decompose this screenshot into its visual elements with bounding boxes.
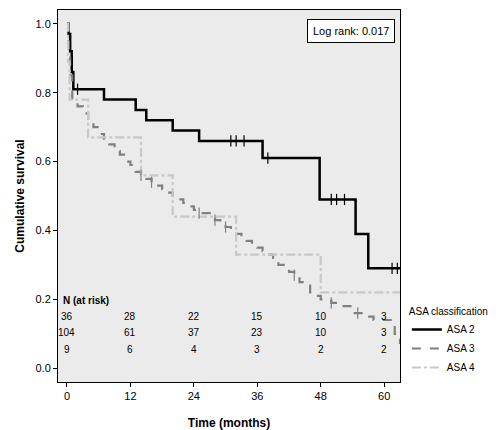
svg-text:ASA 4: ASA 4 [447, 362, 475, 373]
svg-text:61: 61 [124, 327, 136, 338]
svg-text:24: 24 [188, 390, 200, 402]
svg-text:N (at risk): N (at risk) [63, 295, 109, 306]
svg-text:36: 36 [251, 390, 263, 402]
svg-text:28: 28 [124, 311, 136, 322]
svg-text:22: 22 [188, 311, 200, 322]
svg-text:0: 0 [64, 390, 70, 402]
svg-text:3: 3 [381, 311, 387, 322]
svg-text:0.2: 0.2 [36, 293, 51, 305]
svg-text:ASA 3: ASA 3 [447, 343, 475, 354]
svg-text:ASA 2: ASA 2 [447, 324, 475, 335]
svg-text:Time (months): Time (months) [188, 416, 270, 430]
svg-text:Cumulative survival: Cumulative survival [13, 139, 27, 252]
svg-text:12: 12 [124, 390, 136, 402]
svg-text:60: 60 [378, 390, 390, 402]
svg-text:0.0: 0.0 [36, 362, 51, 374]
svg-text:10: 10 [315, 327, 327, 338]
svg-text:0.6: 0.6 [36, 155, 51, 167]
svg-text:2: 2 [318, 344, 324, 355]
svg-text:104: 104 [58, 327, 75, 338]
svg-text:ASA classification: ASA classification [409, 306, 488, 317]
svg-text:1.0: 1.0 [36, 18, 51, 30]
svg-text:10: 10 [315, 311, 327, 322]
svg-text:Log rank: 0.017: Log rank: 0.017 [313, 25, 389, 37]
svg-text:36: 36 [61, 311, 73, 322]
svg-text:2: 2 [381, 344, 387, 355]
svg-text:37: 37 [188, 327, 200, 338]
svg-text:15: 15 [251, 311, 263, 322]
svg-text:9: 9 [64, 344, 70, 355]
svg-text:3: 3 [381, 327, 387, 338]
svg-text:6: 6 [127, 344, 133, 355]
svg-text:0.8: 0.8 [36, 87, 51, 99]
svg-text:3: 3 [254, 344, 260, 355]
svg-text:23: 23 [251, 327, 263, 338]
svg-text:4: 4 [191, 344, 197, 355]
svg-text:0.4: 0.4 [36, 224, 51, 236]
svg-text:48: 48 [315, 390, 327, 402]
